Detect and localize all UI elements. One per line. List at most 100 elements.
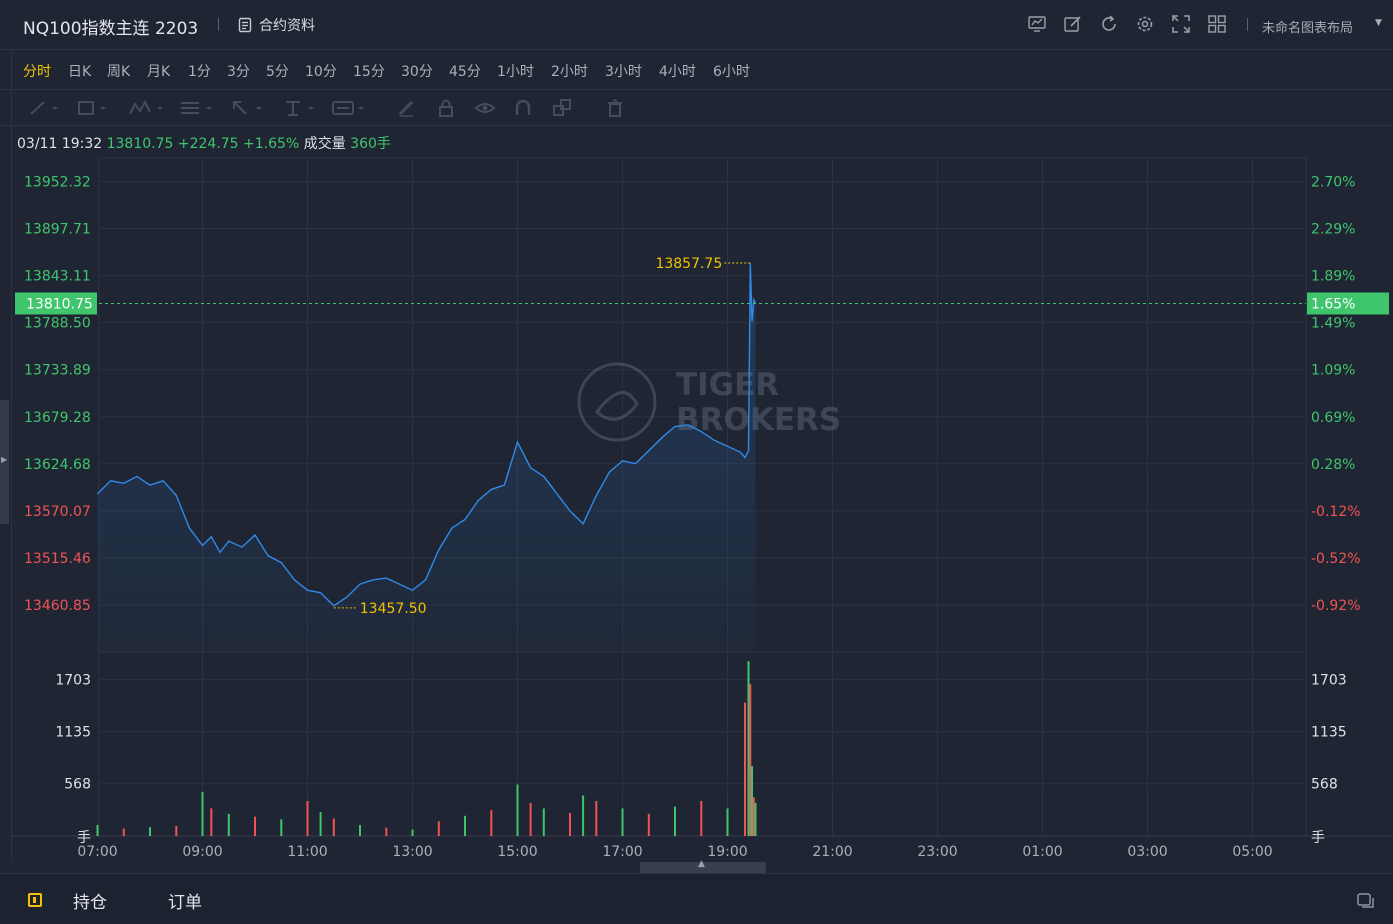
tab-positions[interactable]: 持仓: [73, 893, 107, 913]
pattern-tool-icon[interactable]: [128, 98, 168, 118]
volume-bar: [726, 808, 729, 836]
volume-bar: [621, 808, 624, 836]
quote-change: +224.75: [177, 136, 239, 152]
timeframe-tab[interactable]: 6小时: [713, 64, 750, 80]
timeframe-tab[interactable]: 3小时: [605, 64, 642, 80]
time-tick-label: 19:00: [707, 844, 747, 860]
volume-bar: [306, 801, 309, 836]
timeframe-tab[interactable]: 30分: [401, 64, 433, 80]
volume-bar: [529, 802, 532, 836]
layout-name-dropdown[interactable]: 未命名图表布局: [1262, 21, 1354, 36]
volume-tick-label: 1703: [1311, 672, 1347, 688]
timeframe-tab[interactable]: 4小时: [659, 64, 696, 80]
time-tick-label: 09:00: [182, 844, 222, 860]
copy-window-icon[interactable]: [1356, 892, 1376, 914]
percent-tick-label: 0.69%: [1311, 410, 1355, 426]
chart-scroll-handle[interactable]: ▲: [640, 859, 766, 873]
timeframe-tab[interactable]: 45分: [449, 64, 481, 80]
percent-tick-label: 2.29%: [1311, 222, 1355, 238]
chevron-up-icon: ▲: [698, 859, 705, 869]
volume-bar: [280, 819, 283, 836]
toolbar-icons: [1026, 13, 1228, 35]
price-tick-label: 13897.71: [24, 222, 91, 238]
tiger-logo-icon: [577, 362, 657, 442]
text-tool-icon[interactable]: [282, 98, 322, 118]
draw-icon[interactable]: [1062, 13, 1084, 35]
settings-icon[interactable]: [1134, 13, 1156, 35]
chevron-down-icon[interactable]: ▼: [1375, 18, 1382, 28]
volume-bar: [516, 784, 519, 836]
volume-bar: [149, 827, 151, 836]
timeframe-tab[interactable]: 1分: [188, 64, 211, 80]
intraday-chart[interactable]: 07:00 09:00 11:00 13:00 15:00 17:00 19:00 21:00…: [0, 150, 1393, 862]
volume-bar: [647, 813, 650, 836]
timeframe-tab[interactable]: 日K: [68, 64, 92, 80]
pencil-icon[interactable]: [396, 98, 416, 118]
tab-orders[interactable]: 订单: [168, 893, 202, 913]
contract-info-button[interactable]: 合约资料: [237, 15, 315, 35]
volume-tick-label: 1135: [55, 725, 91, 741]
fullscreen-icon[interactable]: [1170, 13, 1192, 35]
arrow-tool-icon[interactable]: [230, 98, 270, 118]
volume-bar: [201, 791, 204, 836]
tiger-logo-icon: [594, 390, 639, 421]
drawing-toolbar: [0, 90, 1393, 126]
volume-bar: [747, 661, 750, 836]
lock-icon[interactable]: [436, 98, 456, 118]
indicator-icon[interactable]: [1026, 13, 1048, 35]
timeframe-tab[interactable]: 3分: [227, 64, 250, 80]
trash-icon[interactable]: [605, 98, 625, 118]
refresh-icon[interactable]: [1098, 13, 1120, 35]
time-tick-label: 13:00: [392, 844, 432, 860]
timeframe-tab[interactable]: 2小时: [551, 64, 588, 80]
watermark-text: TIGER: [676, 367, 779, 403]
timeframe-tab[interactable]: 月K: [147, 64, 171, 80]
volume-tick-label: 568: [64, 777, 91, 793]
price-line: [97, 262, 757, 607]
volume-bar: [319, 812, 322, 836]
clone-icon[interactable]: [551, 98, 573, 118]
current-pct-tag-label: 1.65%: [1311, 296, 1355, 312]
magnet-icon[interactable]: [513, 98, 533, 118]
volume-bar: [122, 828, 125, 836]
rectangle-tool-icon[interactable]: [76, 98, 110, 118]
timeframe-tab[interactable]: 周K: [107, 64, 131, 80]
volume-bar: [569, 813, 571, 836]
timeframe-bar: 分时 日K 周K 月K 1分 3分 5分 10分 15分 30分 45分 1小时…: [0, 50, 1393, 90]
time-tick-label: 07:00: [77, 844, 117, 860]
volume-bar: [749, 684, 752, 836]
volume-bar: [437, 821, 440, 836]
timeframe-tab[interactable]: 15分: [353, 64, 385, 80]
panel-toggle-icon[interactable]: [28, 893, 42, 907]
timeframe-tab[interactable]: 5分: [266, 64, 289, 80]
volume-unit-label: 手: [77, 830, 91, 846]
divider: [1247, 18, 1248, 31]
timeframe-tab[interactable]: 1小时: [497, 64, 534, 80]
top-bar: NQ100指数主连 2203 合约资料 未命名图表布局 ▼: [0, 0, 1393, 50]
current-price-tag: [15, 292, 97, 315]
eye-icon[interactable]: [474, 98, 496, 118]
left-panel-toggle[interactable]: ▶: [0, 400, 9, 524]
current-price-tag-label: 13810.75: [26, 296, 93, 312]
price-tick-label: 13843.11: [24, 269, 91, 285]
annotation-tool-icon[interactable]: [331, 98, 371, 118]
quote-change-pct: +1.65%: [243, 136, 300, 152]
symbol-title[interactable]: NQ100指数主连 2203: [23, 19, 199, 39]
volume-bar: [751, 766, 753, 836]
volume-tick-label: 1135: [1311, 725, 1347, 741]
volume-bar: [254, 816, 256, 836]
trendline-tool-icon[interactable]: [28, 98, 62, 118]
document-icon: [238, 17, 252, 33]
volume-unit-label: 手: [1311, 830, 1325, 846]
timeframe-tab[interactable]: 分时: [23, 64, 51, 80]
timeframe-tab[interactable]: 10分: [305, 64, 337, 80]
time-tick-label: 01:00: [1022, 844, 1062, 860]
layout-grid-icon[interactable]: [1206, 13, 1228, 35]
percent-tick-label: -0.52%: [1311, 551, 1361, 567]
volume-bar: [595, 801, 598, 836]
divider: [218, 18, 219, 31]
fib-tool-icon[interactable]: [178, 98, 218, 118]
price-area-fill: [97, 263, 756, 652]
bottom-panel-bar: 持仓 订单: [0, 873, 1393, 924]
price-tick-label: 13624.68: [24, 457, 91, 473]
